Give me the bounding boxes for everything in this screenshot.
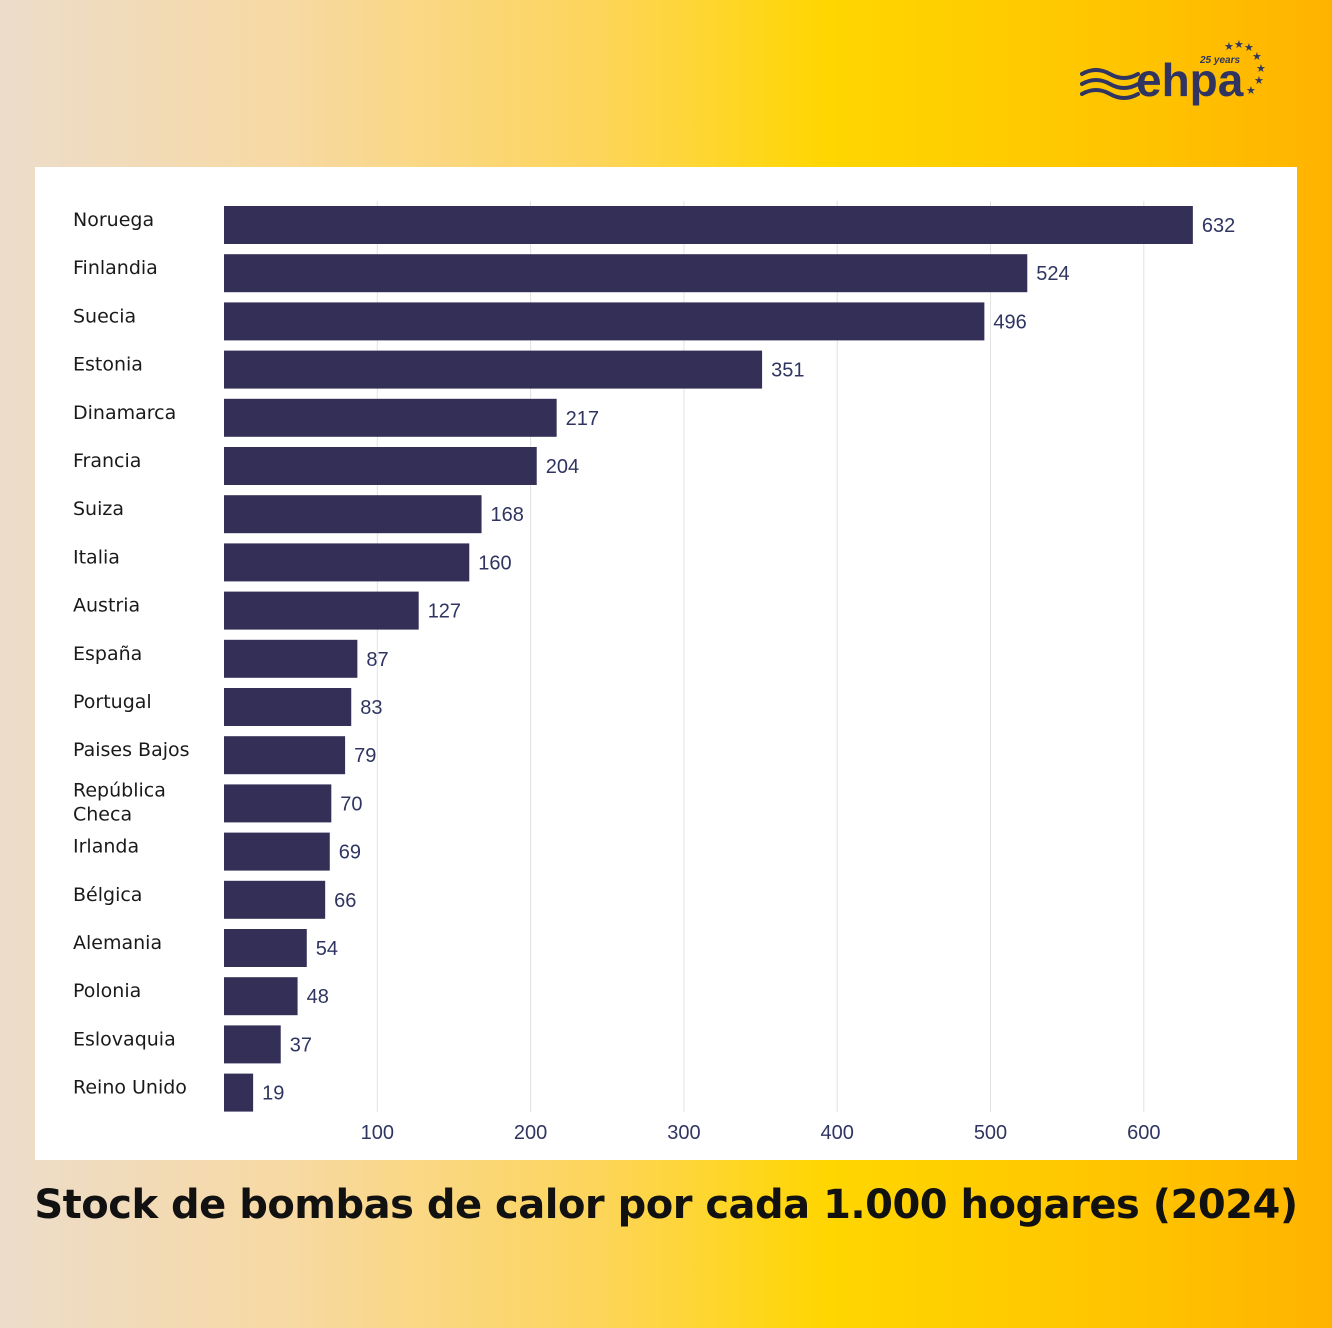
category-label: Francia xyxy=(73,450,141,472)
bar xyxy=(224,688,352,726)
bar xyxy=(224,591,419,630)
bar-chart: 100 200 300 400 500 600 632 Noruega 524 Finlandia… xyxy=(73,201,1235,1144)
bar xyxy=(224,543,470,582)
svg-text:★: ★ xyxy=(1224,40,1234,53)
svg-text:★: ★ xyxy=(1252,50,1262,63)
category-label: Bélgica xyxy=(73,884,142,906)
category-label: Dinamarca xyxy=(73,402,176,424)
bar-value-label: 19 xyxy=(262,1083,284,1105)
category-label: República Checa xyxy=(73,779,166,825)
bar-value-label: 160 xyxy=(478,552,511,574)
category-label: Paises Bajos xyxy=(73,739,190,761)
bar-value-label: 79 xyxy=(354,745,376,767)
bar xyxy=(224,350,763,389)
x-tick-label: 200 xyxy=(514,1122,547,1144)
x-tick-label: 100 xyxy=(361,1122,394,1144)
bar-value-label: 217 xyxy=(566,408,599,430)
category-label: Austria xyxy=(73,595,140,617)
category-label: Estonia xyxy=(73,354,143,376)
bar xyxy=(224,302,985,341)
bar xyxy=(224,254,1028,293)
svg-text:★: ★ xyxy=(1234,38,1244,51)
category-label: Reino Unido xyxy=(73,1077,187,1099)
category-label: Eslovaquia xyxy=(73,1028,176,1050)
chart-card: 100 200 300 400 500 600 632 Noruega 524 Finlandia… xyxy=(35,167,1297,1160)
bar xyxy=(224,832,330,871)
bar xyxy=(224,639,358,678)
category-label: Finlandia xyxy=(73,257,158,279)
bar-value-label: 127 xyxy=(428,601,461,623)
bar xyxy=(224,929,307,967)
bar-value-label: 83 xyxy=(360,697,382,719)
bar-value-label: 66 xyxy=(334,890,356,912)
bar xyxy=(224,495,482,534)
ehpa-logo: ehpa 25 years ★ ★ ★ ★★★★ xyxy=(1080,38,1266,106)
category-label: Italia xyxy=(73,546,120,568)
x-tick-label: 400 xyxy=(821,1122,854,1144)
bar-value-label: 69 xyxy=(339,842,361,864)
x-tick-label: 600 xyxy=(1127,1122,1160,1144)
bar-value-label: 168 xyxy=(491,504,524,526)
svg-text:★: ★ xyxy=(1256,62,1266,75)
stars-icon: ★ ★ ★ ★★★★ xyxy=(1224,38,1266,97)
bar-value-label: 54 xyxy=(316,938,338,960)
bar xyxy=(224,1073,254,1112)
category-label: Suiza xyxy=(73,498,124,520)
x-tick-label: 500 xyxy=(974,1122,1007,1144)
bar-value-label: 87 xyxy=(366,649,388,671)
bar xyxy=(224,736,346,775)
logo-text: ehpa xyxy=(1136,54,1244,106)
bar-value-label: 351 xyxy=(771,360,804,382)
svg-text:★: ★ xyxy=(1244,41,1254,54)
bar xyxy=(224,880,326,919)
bar xyxy=(224,447,537,485)
waves-icon xyxy=(1080,68,1140,100)
chart-title: Stock de bombas de calor por cada 1.000 … xyxy=(34,1182,1298,1228)
bar-value-label: 70 xyxy=(340,793,362,815)
bar xyxy=(224,977,298,1016)
category-label: Suecia xyxy=(73,305,136,327)
category-label: Noruega xyxy=(73,209,154,231)
category-label: Alemania xyxy=(73,932,162,954)
category-label: Irlanda xyxy=(73,836,139,858)
svg-text:★: ★ xyxy=(1246,84,1256,97)
bar-value-label: 48 xyxy=(307,986,329,1008)
bar-value-label: 204 xyxy=(546,456,579,478)
logo-tagline: 25 years xyxy=(1199,55,1240,66)
bar xyxy=(224,1025,281,1064)
bar-value-label: 37 xyxy=(290,1034,312,1056)
bar-value-label: 496 xyxy=(993,311,1026,333)
bar-value-label: 632 xyxy=(1202,215,1235,237)
category-label: España xyxy=(73,643,142,665)
bar-value-label: 524 xyxy=(1036,263,1069,285)
x-tick-label: 300 xyxy=(667,1122,700,1144)
svg-text:★: ★ xyxy=(1254,74,1264,87)
category-label: Portugal xyxy=(73,691,152,713)
category-label: Polonia xyxy=(73,980,141,1002)
bar xyxy=(224,206,1193,244)
bar xyxy=(224,398,557,437)
bar xyxy=(224,784,332,823)
